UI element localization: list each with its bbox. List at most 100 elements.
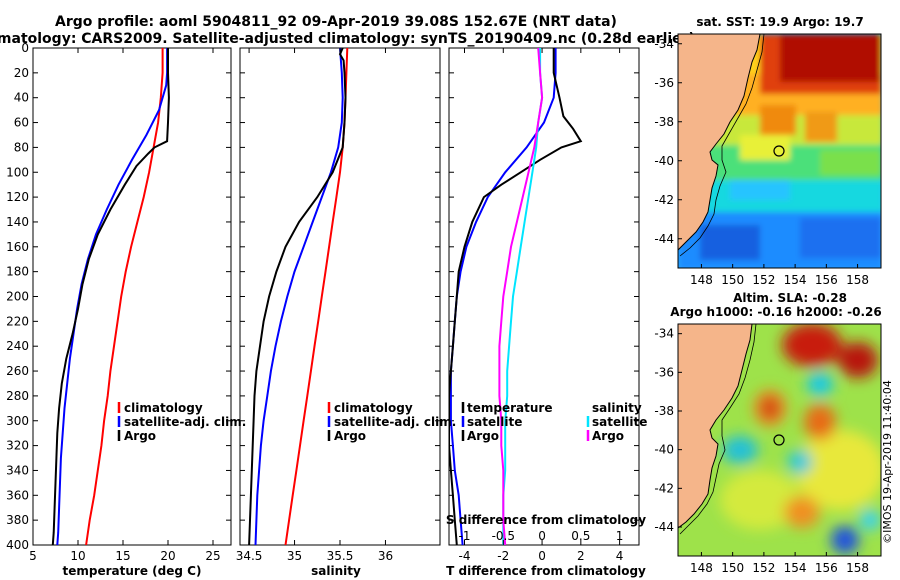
- sst-argo-marker: [773, 145, 785, 157]
- y-tick-label: 80: [14, 140, 29, 154]
- sst-darkred-patch: [780, 34, 881, 82]
- map-y-tick-label: -38: [654, 115, 674, 129]
- x-tick-label: -2: [497, 549, 509, 563]
- y-tick-label: 400: [6, 538, 29, 552]
- sla-orange-eddy: [804, 404, 836, 440]
- map-y-tick-label: -42: [654, 193, 674, 207]
- sla-argo-marker: [773, 434, 785, 446]
- sst-cyan-patch: [730, 180, 790, 200]
- series-line-s-argo: [498, 48, 544, 545]
- sla-map-frame: [677, 323, 882, 557]
- figure-title-line1: Argo profile: aoml 5904811_92 09-Apr-201…: [55, 14, 617, 30]
- map-x-tick-label: 156: [815, 273, 838, 287]
- map-y-tick-label: -40: [654, 154, 674, 168]
- map-x-tick-label: 148: [690, 561, 713, 575]
- x-tick-label: 36: [378, 549, 393, 563]
- depth-tick-labels: 0 20 40 60 80 100 120 140 160 180 200 220 240 260 280 3…: [6, 41, 29, 552]
- temperature-series: [51, 48, 170, 545]
- map-y-tick-label: -34: [654, 37, 674, 51]
- salinity-axis-label: salinity: [311, 564, 361, 578]
- y-tick-label: 20: [14, 66, 29, 80]
- x-tick-label: 34.5: [236, 549, 263, 563]
- x-top-tick-label: -0.5: [492, 529, 515, 543]
- sla-map-subtitle: Argo h1000: -0.16 h2000: -0.26: [670, 305, 881, 319]
- sla-cyan-eddy: [807, 372, 833, 396]
- sla-cyan-eddy: [860, 510, 880, 530]
- legend-climatology-label: climatology: [334, 401, 413, 415]
- sst-orange-patch: [805, 112, 837, 142]
- salinity-legend: climatology satellite-adj. clim. Argo: [327, 401, 456, 443]
- x-top-tick-label: -1: [459, 529, 471, 543]
- legend-s-argo-label: Argo: [592, 429, 624, 443]
- map-x-tick-label: 152: [752, 561, 775, 575]
- x-tick-label: 15: [115, 549, 130, 563]
- series-line-argo: [248, 48, 347, 545]
- series-line-satellite-adj-clim-: [254, 48, 344, 545]
- legend-argo-label: Argo: [124, 429, 156, 443]
- x-tick-label: 35: [287, 549, 302, 563]
- sla-map-ticks: 148 150 152 154 156 158 -34 -36 -38 -40 -42 -44: [654, 327, 869, 575]
- x-tick-label: 10: [70, 549, 85, 563]
- series-line-t-argo: [449, 48, 583, 545]
- series-line-argo: [51, 48, 170, 545]
- x-tick-label: 2: [577, 549, 585, 563]
- temperature-axis-label: temperature (deg C): [63, 564, 202, 578]
- sla-red-eddy: [782, 324, 842, 367]
- y-tick-label: 140: [6, 215, 29, 229]
- map-y-tick-label: -34: [654, 327, 674, 341]
- y-tick-label: 200: [6, 290, 29, 304]
- x-top-tick-label: 1: [616, 529, 624, 543]
- y-tick-label: 0: [21, 41, 29, 55]
- legend-s-satellite-label: satellite: [592, 415, 647, 429]
- difference-panel-frame: [448, 47, 640, 546]
- sla-map-title: Altim. SLA: -0.28: [733, 291, 847, 305]
- sst-map-frame: [677, 33, 882, 269]
- y-tick-label: 40: [14, 91, 29, 105]
- y-tick-label: 100: [6, 165, 29, 179]
- map-x-tick-label: 152: [752, 273, 775, 287]
- sla-blue-eddy: [831, 526, 859, 554]
- y-tick-label: 300: [6, 414, 29, 428]
- sla-red-eddy: [762, 398, 778, 418]
- x-top-tick-label: 0: [538, 529, 546, 543]
- legend-argo-label: Argo: [334, 429, 366, 443]
- legend-t-satellite-label: satellite: [467, 415, 522, 429]
- y-tick-label: 280: [6, 389, 29, 403]
- sla-cyan-eddy: [722, 436, 758, 464]
- figure-title-line2: Climatology: CARS2009. Satellite-adjuste…: [0, 31, 695, 47]
- legend-satellite-label: satellite-adj. clim.: [334, 415, 456, 429]
- sst-coast-contour: [679, 34, 765, 257]
- sla-coast-contour: [679, 324, 757, 535]
- map-y-tick-label: -38: [654, 404, 674, 418]
- sla-orange-eddy: [784, 496, 820, 528]
- map-y-tick-label: -44: [654, 520, 674, 534]
- imos-stamp: ©IMOS 19-Apr-2019 11:40:04: [881, 380, 894, 544]
- legend-t-argo-label: Argo: [467, 429, 499, 443]
- map-y-tick-label: -42: [654, 481, 674, 495]
- temperature-panel-frame: [32, 47, 232, 546]
- series-line-climatology: [85, 48, 164, 545]
- y-tick-label: 60: [14, 116, 29, 130]
- sst-green-patch: [820, 150, 881, 175]
- sst-land: [678, 34, 761, 251]
- legend-temperature-label: temperature: [467, 401, 552, 415]
- y-tick-label: 160: [6, 240, 29, 254]
- legend-satellite-label: satellite-adj. clim.: [124, 415, 246, 429]
- map-x-tick-label: 156: [815, 561, 838, 575]
- map-y-tick-label: -36: [654, 76, 674, 90]
- x-tick-label: -4: [459, 549, 471, 563]
- x-tick-label: 4: [616, 549, 624, 563]
- x-tick-label: 0: [538, 549, 546, 563]
- salinity-series: [248, 48, 349, 545]
- profile-x-ticks: 5 10 15 20 25 34.5 35 35.5 36 -4 -2 0 2 4 -1 -0.5 0 0.5 1: [29, 48, 623, 563]
- x-top-tick-label: 0.5: [571, 529, 590, 543]
- x-tick-label: 25: [205, 549, 220, 563]
- legend-salinity-label: salinity: [592, 401, 642, 415]
- sla-yellow-blob: [795, 430, 881, 510]
- y-tick-label: 380: [6, 513, 29, 527]
- y-tick-label: 240: [6, 339, 29, 353]
- sla-yellow-blob: [720, 470, 800, 530]
- sst-blue-patch: [700, 225, 760, 260]
- sla-map: [678, 324, 881, 556]
